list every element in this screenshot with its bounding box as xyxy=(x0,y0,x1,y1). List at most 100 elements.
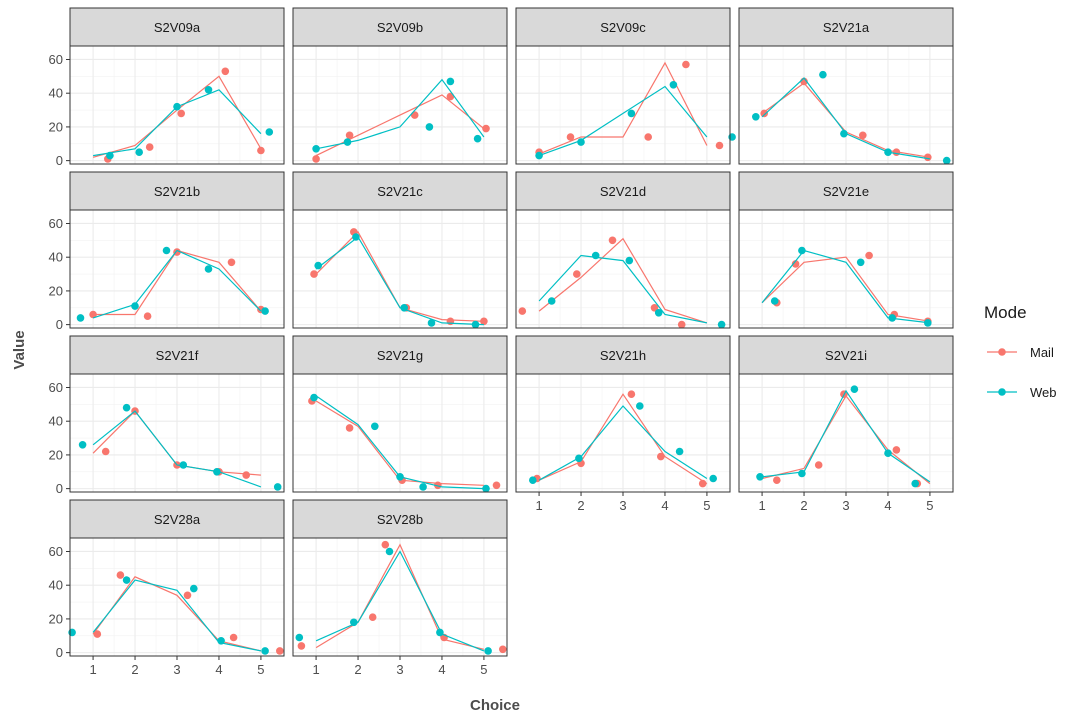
data-point-mail xyxy=(368,613,377,621)
data-point-mail xyxy=(480,317,488,326)
data-point-web xyxy=(471,320,480,329)
x-tick-label: 3 xyxy=(619,498,626,513)
data-point-mail xyxy=(650,304,659,312)
data-point-web xyxy=(627,109,636,118)
series-line-web xyxy=(538,254,708,324)
data-point-mail xyxy=(892,446,901,454)
facet-title: S2V28a xyxy=(154,512,201,527)
panel-border xyxy=(69,45,285,165)
facet-strip xyxy=(69,499,285,539)
data-point-web xyxy=(400,304,409,312)
data-point-web xyxy=(273,483,282,491)
x-tick-label: 2 xyxy=(577,498,584,513)
y-tick-label: 20 xyxy=(49,611,63,626)
facet-strip xyxy=(515,171,731,211)
data-point-web xyxy=(535,151,543,160)
data-point-mail xyxy=(677,320,686,329)
data-point-mail xyxy=(715,141,724,150)
facet-panel: S2V21f 0 20 40 60 xyxy=(49,335,285,496)
y-tick-label: 0 xyxy=(56,153,63,168)
y-tick-label: 20 xyxy=(49,447,63,462)
data-point-web xyxy=(314,261,323,270)
panel-border xyxy=(292,209,508,329)
data-point-mail xyxy=(814,461,823,469)
data-point-web xyxy=(625,256,634,265)
legend: Mode Mail Web xyxy=(984,303,1057,400)
x-tick-label: 4 xyxy=(884,498,891,513)
y-tick-label: 20 xyxy=(49,283,63,298)
panel-border xyxy=(738,45,954,165)
facet-panel: S2V21h 1 2 3 4 5 xyxy=(515,335,731,513)
data-point-web xyxy=(577,138,585,146)
data-point-web xyxy=(217,637,225,645)
data-point-mail xyxy=(345,424,354,432)
data-point-mail xyxy=(566,133,575,141)
data-point-mail xyxy=(760,109,768,118)
legend-item-mail: Mail xyxy=(987,345,1054,360)
panel-border xyxy=(292,373,508,493)
panel-border xyxy=(515,45,731,165)
panel-border xyxy=(515,209,731,329)
legend-title: Mode xyxy=(984,303,1027,322)
series-line-web xyxy=(538,85,708,157)
data-point-web xyxy=(162,246,171,255)
facet-title: S2V09b xyxy=(377,20,423,35)
facet-panel: S2V09c xyxy=(515,7,736,165)
panel-border xyxy=(738,209,954,329)
data-point-web xyxy=(798,246,806,255)
facet-panel: S2V28a 0 20 40 60 1 2 3 4 5 xyxy=(49,499,285,677)
data-point-web xyxy=(856,258,865,267)
data-point-web xyxy=(850,385,859,394)
facet-title: S2V21g xyxy=(377,348,423,363)
x-tick-label: 5 xyxy=(703,498,710,513)
legend-key-point xyxy=(998,348,1006,356)
facet-title: S2V09c xyxy=(600,20,646,35)
data-point-web xyxy=(728,133,736,141)
data-point-mail xyxy=(221,67,230,76)
facet-title: S2V21e xyxy=(823,184,869,199)
data-point-web xyxy=(675,447,684,456)
data-point-mail xyxy=(297,642,306,650)
data-point-web xyxy=(204,86,213,94)
data-point-web xyxy=(884,449,892,458)
data-point-web xyxy=(547,297,556,305)
x-tick-label: 1 xyxy=(89,662,96,677)
x-tick-label: 4 xyxy=(438,662,445,677)
data-point-web xyxy=(717,320,726,329)
facet-panel: S2V21a xyxy=(738,7,954,165)
data-point-mail xyxy=(276,647,284,655)
x-tick-label: 1 xyxy=(535,498,542,513)
panel-border xyxy=(69,209,285,329)
y-tick-label: 20 xyxy=(49,119,63,134)
y-tick-label: 60 xyxy=(49,52,63,67)
x-tick-label: 1 xyxy=(758,498,765,513)
series-line-web xyxy=(315,236,484,326)
data-point-web xyxy=(122,576,131,584)
data-point-web xyxy=(343,138,352,146)
data-point-web xyxy=(425,123,434,131)
facet-title: S2V21d xyxy=(600,184,646,199)
y-axis-title: Value xyxy=(11,330,28,369)
data-point-mail xyxy=(345,131,354,140)
data-point-web xyxy=(798,469,806,478)
data-point-web xyxy=(709,474,717,483)
series-line-mail xyxy=(538,237,708,324)
facet-strip xyxy=(69,7,285,47)
data-point-web xyxy=(942,156,951,165)
data-point-web xyxy=(179,461,188,469)
data-point-mail xyxy=(608,236,617,245)
facet-panel: S2V09b xyxy=(292,7,508,165)
legend-item-web: Web xyxy=(987,385,1057,400)
data-point-mail xyxy=(312,155,320,163)
x-tick-label: 5 xyxy=(480,662,487,677)
facet-strip xyxy=(69,171,285,211)
data-point-web xyxy=(261,647,269,655)
data-point-mail xyxy=(682,60,690,69)
x-axis-title: Choice xyxy=(470,697,520,714)
x-tick-label: 4 xyxy=(661,498,668,513)
data-point-mail xyxy=(492,481,501,490)
data-point-web xyxy=(396,473,404,481)
data-point-web xyxy=(135,148,143,156)
data-point-web xyxy=(352,233,360,241)
facet-panel: S2V21b 0 20 40 60 xyxy=(49,171,285,332)
